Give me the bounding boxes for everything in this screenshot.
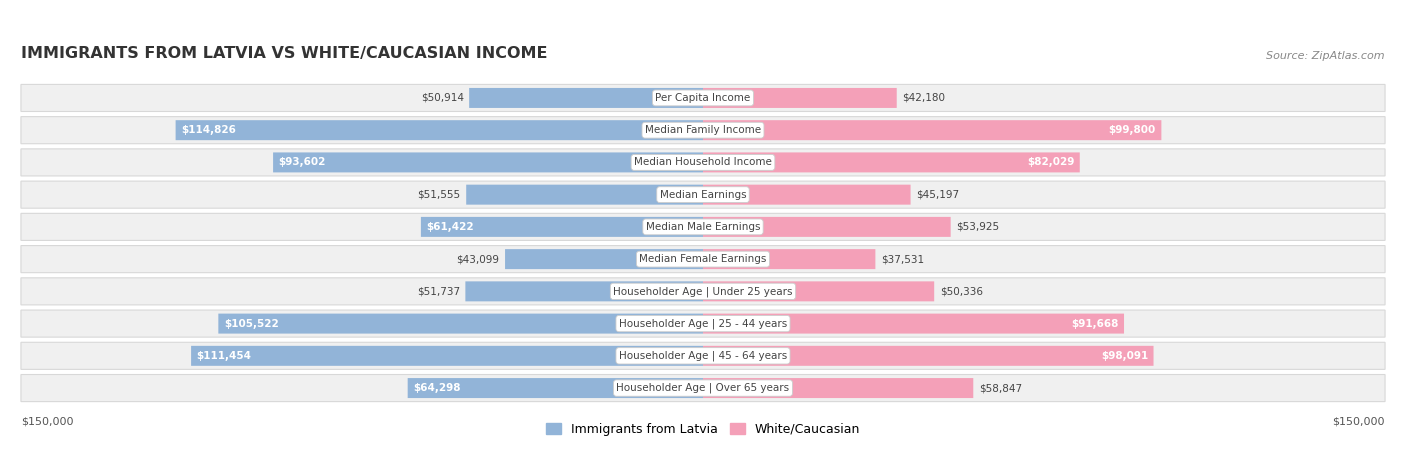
Text: $51,555: $51,555 (418, 190, 461, 200)
FancyBboxPatch shape (21, 149, 1385, 176)
Text: $61,422: $61,422 (426, 222, 474, 232)
Text: IMMIGRANTS FROM LATVIA VS WHITE/CAUCASIAN INCOME: IMMIGRANTS FROM LATVIA VS WHITE/CAUCASIA… (21, 46, 547, 61)
Text: $50,914: $50,914 (420, 93, 464, 103)
FancyBboxPatch shape (21, 213, 1385, 241)
Text: $150,000: $150,000 (1333, 417, 1385, 426)
Text: Householder Age | Over 65 years: Householder Age | Over 65 years (616, 383, 790, 393)
Text: $99,800: $99,800 (1108, 125, 1156, 135)
FancyBboxPatch shape (703, 281, 934, 301)
Text: Median Earnings: Median Earnings (659, 190, 747, 200)
Text: $150,000: $150,000 (21, 417, 73, 426)
FancyBboxPatch shape (176, 120, 703, 140)
FancyBboxPatch shape (21, 278, 1385, 305)
Text: Per Capita Income: Per Capita Income (655, 93, 751, 103)
Text: $114,826: $114,826 (181, 125, 236, 135)
FancyBboxPatch shape (703, 184, 911, 205)
FancyBboxPatch shape (21, 375, 1385, 402)
FancyBboxPatch shape (21, 246, 1385, 273)
FancyBboxPatch shape (703, 249, 876, 269)
FancyBboxPatch shape (273, 152, 703, 172)
FancyBboxPatch shape (191, 346, 703, 366)
Text: $58,847: $58,847 (979, 383, 1022, 393)
Text: $91,668: $91,668 (1071, 318, 1119, 329)
FancyBboxPatch shape (467, 184, 703, 205)
Text: $64,298: $64,298 (413, 383, 461, 393)
Text: Median Family Income: Median Family Income (645, 125, 761, 135)
Text: Householder Age | 25 - 44 years: Householder Age | 25 - 44 years (619, 318, 787, 329)
Text: $37,531: $37,531 (882, 254, 924, 264)
FancyBboxPatch shape (703, 346, 1153, 366)
Text: $105,522: $105,522 (224, 318, 278, 329)
Text: $53,925: $53,925 (956, 222, 1000, 232)
FancyBboxPatch shape (703, 120, 1161, 140)
FancyBboxPatch shape (408, 378, 703, 398)
Text: Median Female Earnings: Median Female Earnings (640, 254, 766, 264)
FancyBboxPatch shape (420, 217, 703, 237)
Text: $51,737: $51,737 (416, 286, 460, 297)
FancyBboxPatch shape (703, 314, 1123, 333)
FancyBboxPatch shape (470, 88, 703, 108)
FancyBboxPatch shape (703, 378, 973, 398)
Text: $45,197: $45,197 (917, 190, 959, 200)
FancyBboxPatch shape (21, 342, 1385, 369)
FancyBboxPatch shape (21, 310, 1385, 337)
Text: Source: ZipAtlas.com: Source: ZipAtlas.com (1267, 51, 1385, 61)
Text: Householder Age | Under 25 years: Householder Age | Under 25 years (613, 286, 793, 297)
Text: $111,454: $111,454 (197, 351, 252, 361)
Text: $82,029: $82,029 (1026, 157, 1074, 167)
Text: $98,091: $98,091 (1101, 351, 1149, 361)
FancyBboxPatch shape (21, 117, 1385, 144)
Text: $93,602: $93,602 (278, 157, 326, 167)
FancyBboxPatch shape (21, 181, 1385, 208)
FancyBboxPatch shape (703, 88, 897, 108)
FancyBboxPatch shape (218, 314, 703, 333)
Text: Median Household Income: Median Household Income (634, 157, 772, 167)
FancyBboxPatch shape (703, 152, 1080, 172)
Legend: Immigrants from Latvia, White/Caucasian: Immigrants from Latvia, White/Caucasian (546, 423, 860, 436)
FancyBboxPatch shape (465, 281, 703, 301)
FancyBboxPatch shape (703, 217, 950, 237)
FancyBboxPatch shape (505, 249, 703, 269)
Text: Householder Age | 45 - 64 years: Householder Age | 45 - 64 years (619, 351, 787, 361)
FancyBboxPatch shape (21, 85, 1385, 112)
Text: Median Male Earnings: Median Male Earnings (645, 222, 761, 232)
Text: $50,336: $50,336 (939, 286, 983, 297)
Text: $43,099: $43,099 (457, 254, 499, 264)
Text: $42,180: $42,180 (903, 93, 945, 103)
